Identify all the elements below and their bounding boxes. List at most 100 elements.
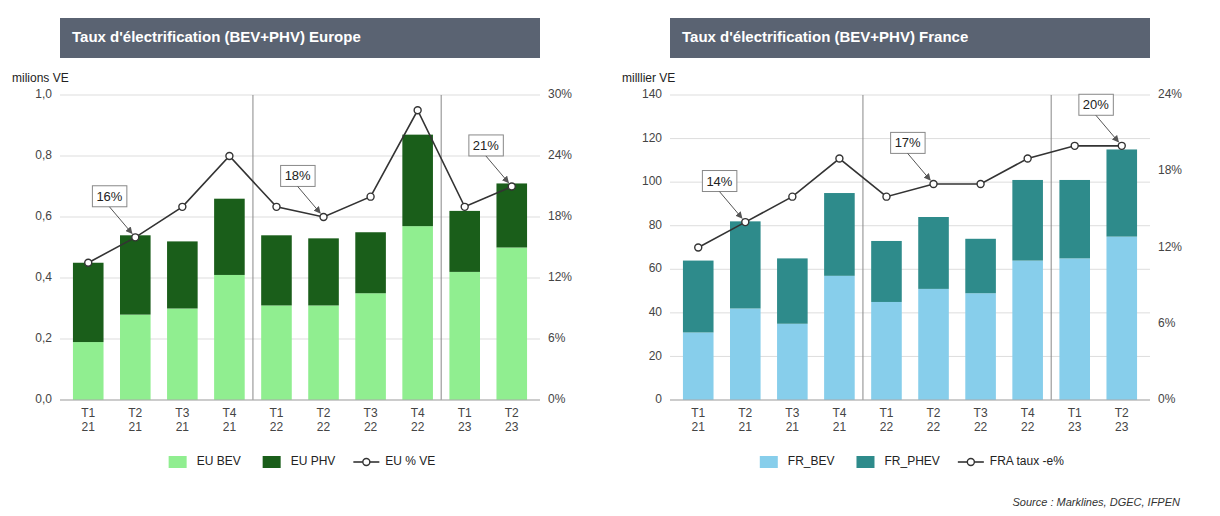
x-tick-label-line: 22 (270, 420, 284, 434)
annotation-arrow (908, 153, 931, 180)
line-marker (226, 153, 233, 160)
plot-area (683, 95, 1137, 400)
bar (449, 272, 480, 400)
line-marker (179, 203, 186, 210)
x-tick-label: T121 (691, 406, 705, 434)
x-tick-label: T122 (269, 406, 283, 434)
x-tick-label: T222 (927, 406, 941, 434)
y-tick-label: 0,4 (35, 270, 52, 284)
legend-swatch (856, 456, 874, 468)
x-tick-label: T223 (505, 406, 519, 434)
x-tick-label-line: 22 (1021, 420, 1035, 434)
source-note: Source : Marklines, DGEC, IFPEN (1013, 496, 1181, 508)
line-marker (414, 107, 421, 114)
grid-line (60, 95, 540, 96)
chart-title: Taux d'électrification (BEV+PHV) France (682, 28, 968, 45)
x-tick-label: T321 (785, 406, 799, 434)
x-tick-label-line: T4 (832, 406, 846, 420)
year-separator (441, 95, 442, 400)
bar (1059, 180, 1090, 258)
grid-line (670, 400, 1150, 401)
x-tick-label: T123 (458, 406, 472, 434)
bar (120, 315, 151, 400)
bar (355, 293, 386, 400)
y2-tick-label: 12% (1158, 240, 1182, 254)
legend-label: EU BEV (197, 454, 241, 468)
y2-tick-label: 12% (548, 270, 572, 284)
x-tick-label-line: T2 (128, 406, 142, 420)
x-tick-label-line: 21 (82, 420, 96, 434)
bar (402, 226, 433, 400)
bar (1106, 149, 1137, 236)
bar (965, 293, 996, 400)
x-tick-label-line: 21 (223, 420, 237, 434)
x-tick-label-line: 22 (880, 420, 894, 434)
x-tick-label: T123 (1068, 406, 1082, 434)
bar (918, 289, 949, 400)
x-tick-label-line: T1 (1068, 406, 1082, 420)
bar (824, 276, 855, 400)
line-marker (930, 180, 937, 187)
y-tick-label: 40 (649, 305, 663, 319)
legend: EU BEVEU PHVEU % VE (169, 454, 436, 468)
grid-line (60, 400, 540, 401)
legend-swatch-marker (967, 459, 974, 466)
annotation-arrow (1096, 115, 1119, 142)
y-tick-label: 100 (642, 174, 662, 188)
annotation-box (469, 135, 503, 156)
legend-item: FR_PHEV (856, 454, 939, 468)
x-tick-label-line: 21 (833, 420, 847, 434)
x-tick-label-line: T2 (505, 406, 519, 420)
legend-item: FRA taux -e% (958, 454, 1064, 468)
x-axis-line (670, 400, 1150, 401)
x-tick-label: T322 (364, 406, 378, 434)
bar (73, 263, 104, 342)
line-marker (883, 193, 890, 200)
annotation: 20% (1079, 94, 1119, 142)
legend-label: EU % VE (385, 454, 435, 468)
bar (261, 235, 292, 305)
bar (214, 199, 245, 275)
y2-tick-label: 24% (548, 148, 572, 162)
legend: FR_BEV FR_PHEV FRA taux -e% (760, 454, 1064, 468)
annotation-text: 14% (706, 174, 732, 189)
line-marker (85, 259, 92, 266)
x-tick-label-line: T2 (927, 406, 941, 420)
x-tick-label-line: T4 (222, 406, 236, 420)
line-marker (508, 183, 515, 190)
y2-tick-label: 30% (548, 87, 572, 101)
figure: Taux d'électrification (BEV+PHV) Europem… (0, 0, 1220, 516)
y-tick-label: 120 (642, 131, 662, 145)
y-tick-label: 0,8 (35, 148, 52, 162)
y2-tick-label: 24% (1158, 87, 1182, 101)
x-tick-label-line: T3 (175, 406, 189, 420)
bar (730, 309, 761, 401)
bar (1012, 261, 1043, 400)
x-tick-label-line: T1 (879, 406, 893, 420)
annotation: 17% (891, 132, 931, 180)
bar (73, 342, 104, 400)
x-tick-label-line: 21 (129, 420, 143, 434)
x-tick-label-line: 22 (364, 420, 378, 434)
y2-tick-label: 18% (548, 209, 572, 223)
line-marker (1024, 155, 1031, 162)
line-marker (273, 203, 280, 210)
x-tick-label-line: T1 (269, 406, 283, 420)
y-tick-label: 60 (649, 261, 663, 275)
line (88, 110, 512, 263)
annotation: 21% (469, 135, 509, 183)
line-marker (789, 193, 796, 200)
line-marker (1071, 142, 1078, 149)
x-tick-label: T322 (974, 406, 988, 434)
legend-swatch (760, 456, 778, 468)
plot-area (73, 95, 527, 400)
year-separator (252, 95, 253, 400)
bar (777, 258, 808, 323)
x-tick-label-line: T4 (1021, 406, 1035, 420)
legend-item: FR_BEV (760, 454, 835, 468)
legend-item: EU BEV (169, 454, 241, 468)
chart-title: Taux d'électrification (BEV+PHV) Europe (72, 28, 361, 45)
bar (120, 235, 151, 314)
annotation: 16% (92, 186, 132, 234)
grid-line (60, 156, 540, 157)
